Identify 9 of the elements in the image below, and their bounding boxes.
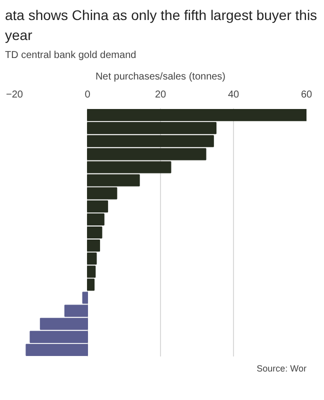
x-tick-label: 0 [84, 90, 91, 101]
x-tick-label: 20 [154, 90, 166, 101]
source-note: Source: Wor [256, 364, 307, 374]
x-axis-title: Net purchases/sales (tonnes) [95, 72, 226, 83]
x-tick-label: 40 [228, 90, 240, 101]
chart-title: ata shows China as only the fifth largest buyer this year [5, 6, 318, 45]
x-tick-label: 60 [300, 90, 312, 101]
chart-subtitle: TD central bank gold demand [5, 49, 138, 63]
x-tick-label: −20 [6, 90, 24, 101]
